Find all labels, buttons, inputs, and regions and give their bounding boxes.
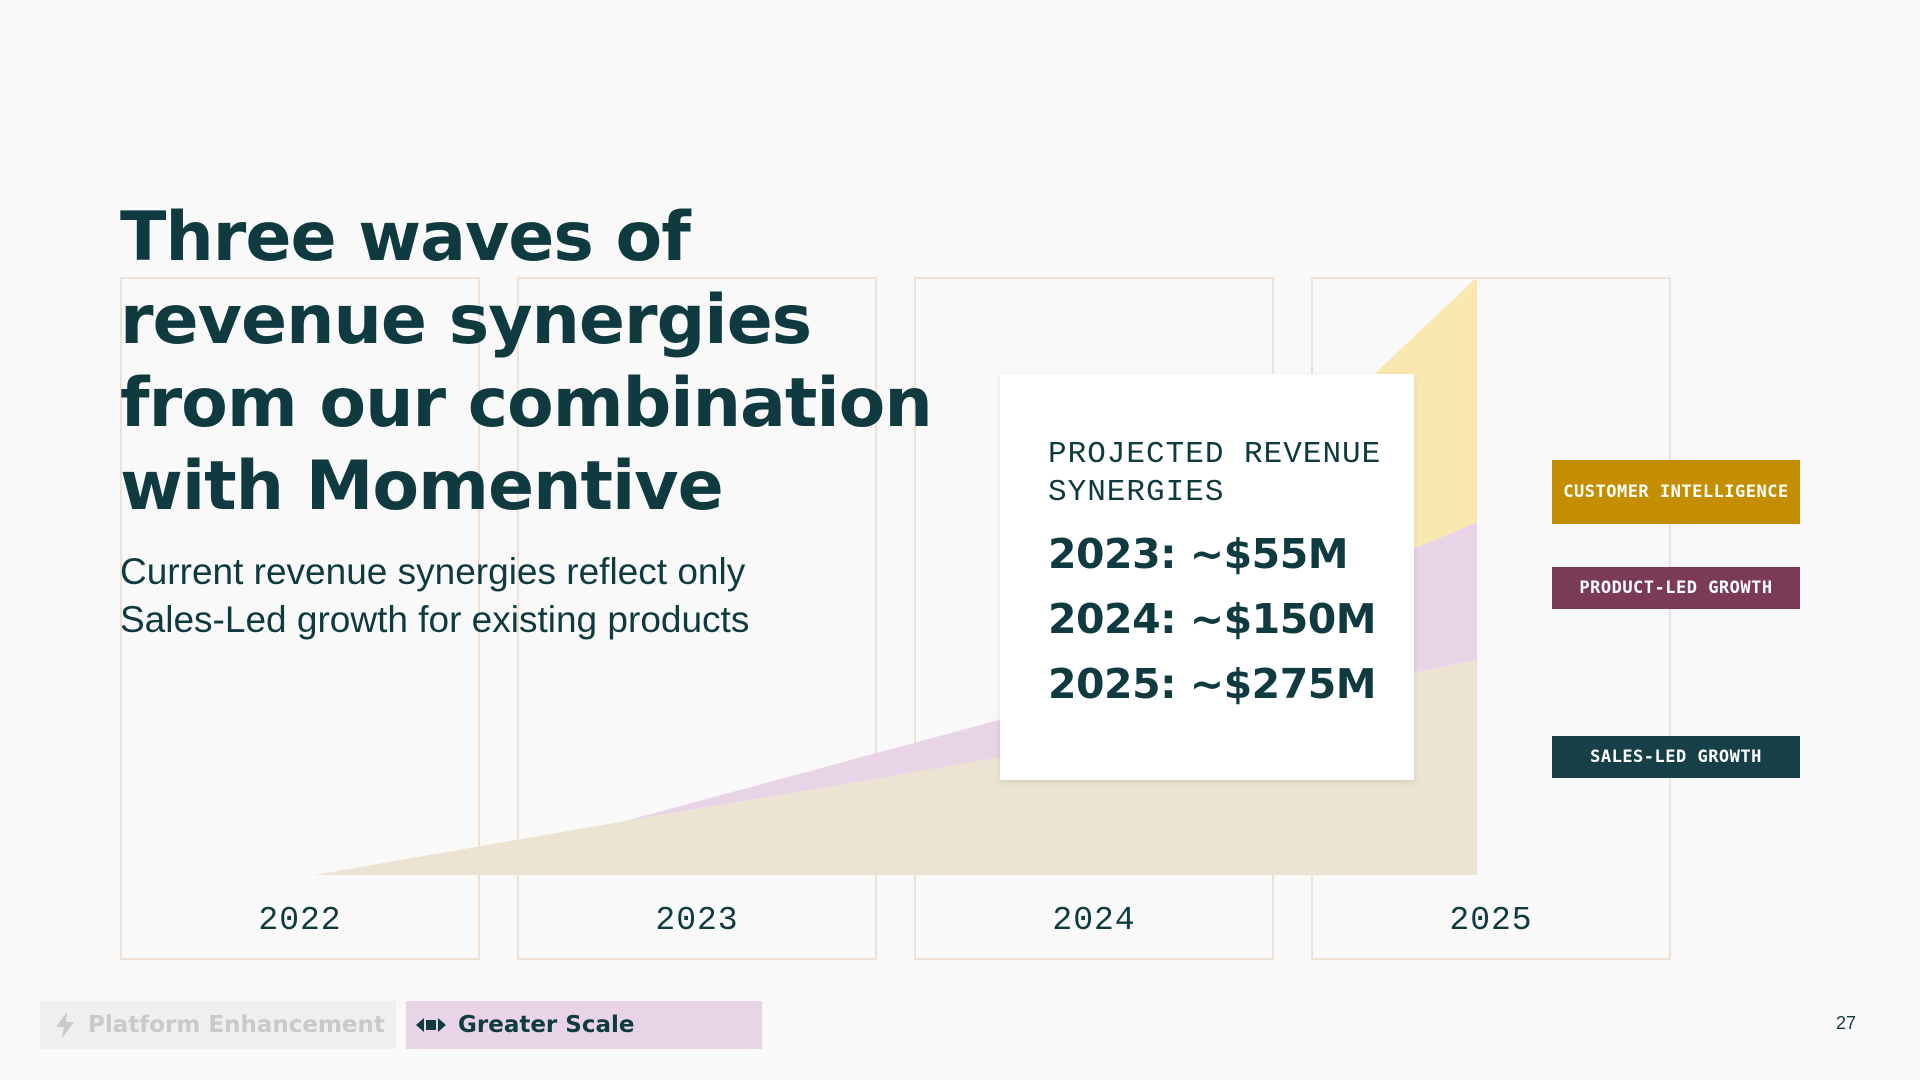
card-value-2024: 2024: ~$150M	[1048, 595, 1377, 643]
legend-customer-intelligence: CUSTOMER INTELLIGENCE	[1552, 460, 1800, 524]
expand-arrows-icon	[416, 1016, 446, 1034]
x-tick-label: 2023	[655, 902, 739, 939]
greater-scale-label: Greater Scale	[458, 1012, 635, 1038]
platform-enhancement-pill: Platform Enhancement	[40, 1001, 396, 1049]
x-tick-label: 2024	[1052, 902, 1136, 939]
greater-scale-pill: Greater Scale	[406, 1001, 762, 1049]
card-value-2025: 2025: ~$275M	[1048, 660, 1377, 708]
x-tick-label: 2022	[258, 902, 342, 939]
projected-synergies-card: PROJECTED REVENUE SYNERGIES 2023: ~$55M …	[1000, 374, 1414, 780]
card-values: 2023: ~$55M 2024: ~$150M 2025: ~$275M	[1048, 522, 1414, 717]
x-tick-label: 2025	[1449, 902, 1533, 939]
legend-sales-led-growth: SALES-LED GROWTH	[1552, 736, 1800, 778]
slide-title: Three waves of revenue synergies from ou…	[120, 198, 933, 526]
area-sales-led-growth	[313, 659, 1478, 875]
card-value-2023: 2023: ~$55M	[1048, 530, 1349, 578]
slide-subtitle: Current revenue synergies reflect only S…	[120, 551, 750, 640]
year-column-2023	[517, 277, 877, 960]
platform-enhancement-label: Platform Enhancement	[88, 1012, 385, 1038]
card-heading: PROJECTED REVENUE SYNERGIES	[1048, 437, 1382, 510]
year-column-2022	[120, 277, 480, 960]
legend-product-led-growth: PRODUCT-LED GROWTH	[1552, 567, 1800, 609]
page-number: 27	[1836, 1013, 1857, 1033]
lightning-icon	[54, 1011, 76, 1039]
